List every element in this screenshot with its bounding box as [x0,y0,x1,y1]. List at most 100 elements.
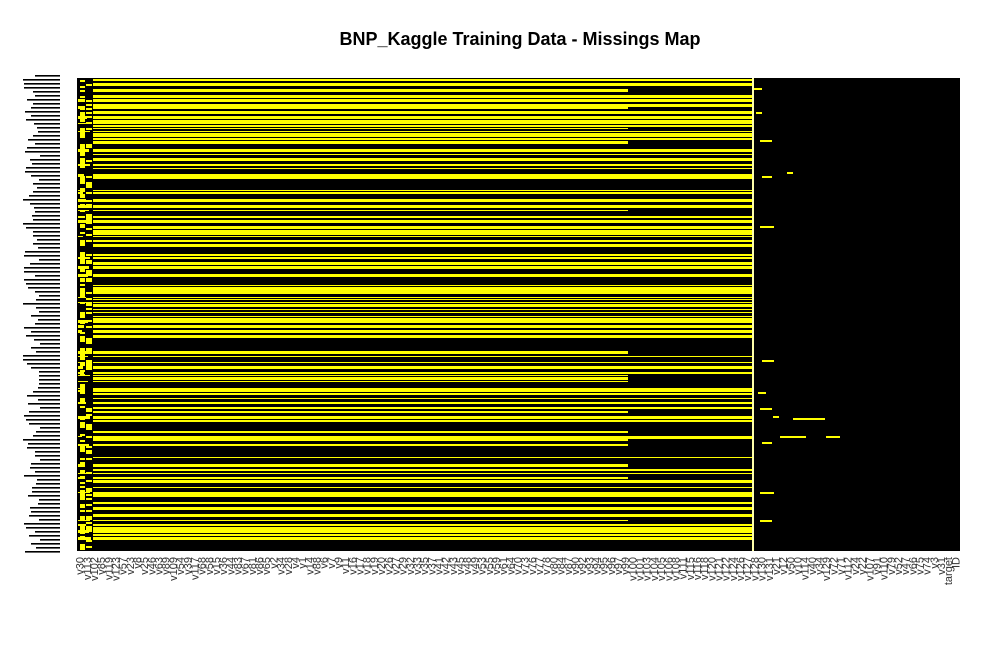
row-label-mark [28,495,60,497]
missing-band [78,524,86,526]
row-label-mark [24,255,60,257]
x-tick-label: v19 [369,557,381,575]
x-tick-label: target [943,557,955,585]
missing-cell [86,350,92,352]
missing-cell [86,312,92,314]
missing-cell [80,280,85,282]
x-tick-label: v55 [484,557,496,575]
row-label-mark [33,243,60,245]
missing-cell [80,374,85,376]
missing-band [93,431,628,433]
x-tick-label: v72 [828,557,840,575]
missing-band [93,312,753,313]
x-tick-label: v42 [441,557,453,575]
row-label-mark [28,287,60,289]
missing-cell [80,274,85,276]
row-label-mark [33,391,60,393]
missing-cell [80,388,85,390]
missing-band [93,244,753,247]
x-tick-label: v27 [391,557,403,575]
row-label-mark [35,211,60,213]
x-tick-label: v78 [541,557,553,575]
missing-cell [80,362,85,364]
x-tick-label: v66 [907,557,919,575]
missing-band [93,316,753,317]
missing-cell [80,178,85,180]
missing-cell [80,418,85,420]
missing-band [78,106,85,109]
row-label-mark [35,531,60,533]
missing-cell [86,510,92,512]
missing-band [93,492,753,495]
x-tick-label: v17 [355,557,367,575]
missing-cell [86,214,92,216]
x-tick-label: v123 [111,557,123,581]
x-tick-label: v109 [168,557,180,581]
missing-cell [86,340,92,342]
row-label-mark [30,203,60,205]
missing-cell [86,160,92,162]
x-tick-label: v71 [836,557,848,575]
missing-band [93,388,753,391]
x-tick-label: v103 [642,557,654,581]
missing-cell [80,188,85,190]
x-tick-label: v84 [556,557,568,575]
missing-cell [86,436,92,438]
row-label-mark [25,111,60,113]
missing-band [93,199,753,202]
missing-band [93,176,753,179]
missing-cell [80,296,85,298]
row-label-mark [23,439,60,441]
missing-cell [80,258,85,260]
missing-cell [80,450,85,452]
missing-cell [86,364,92,366]
x-tick-label: v73 [520,557,532,575]
row-label-mark [26,335,60,337]
row-label-mark [26,167,60,169]
row-label-mark [39,383,60,385]
missing-cell [80,232,85,234]
missing-band [93,356,753,357]
row-label-mark [40,343,60,345]
x-tick-label: v122 [721,557,733,581]
missing-cell [80,278,85,280]
missing-cell [86,498,92,500]
x-tick-label: v104 [649,557,661,581]
row-label-mark [36,547,60,549]
missing-cell [80,392,85,394]
missing-cell [86,220,92,222]
row-label-mark [26,283,60,285]
missing-segment [760,408,772,410]
x-tick-label: v70 [513,557,525,575]
missing-cell [80,458,85,460]
missing-band [93,125,753,127]
missing-cell [86,504,92,506]
missing-cell [80,136,85,138]
x-tick-label: v111 [678,557,690,579]
x-tick-label: v7 [326,557,338,569]
missing-cell [80,80,85,82]
row-label-mark [35,323,60,325]
missing-segment [773,416,779,418]
x-tick-label: v83 [233,557,245,575]
missing-cell [80,470,85,472]
missing-cell [86,518,92,520]
missing-cell [86,144,92,146]
missing-band [93,480,753,483]
x-tick-label: v2 [268,557,280,569]
x-tick-label: v96 [606,557,618,575]
missing-cell [80,364,85,366]
x-tick-label: v107 [864,557,876,581]
row-label-mark [38,399,60,401]
missing-band [93,457,753,458]
x-tick-label: v80 [548,557,560,575]
row-label-mark [36,351,60,353]
row-label-mark [32,215,60,217]
x-tick-label: v41 [434,557,446,575]
missing-cell [80,254,85,256]
missing-cell [80,340,85,342]
missing-band [93,362,753,363]
missing-cell [80,486,85,488]
x-tick-label: v47 [900,557,912,575]
